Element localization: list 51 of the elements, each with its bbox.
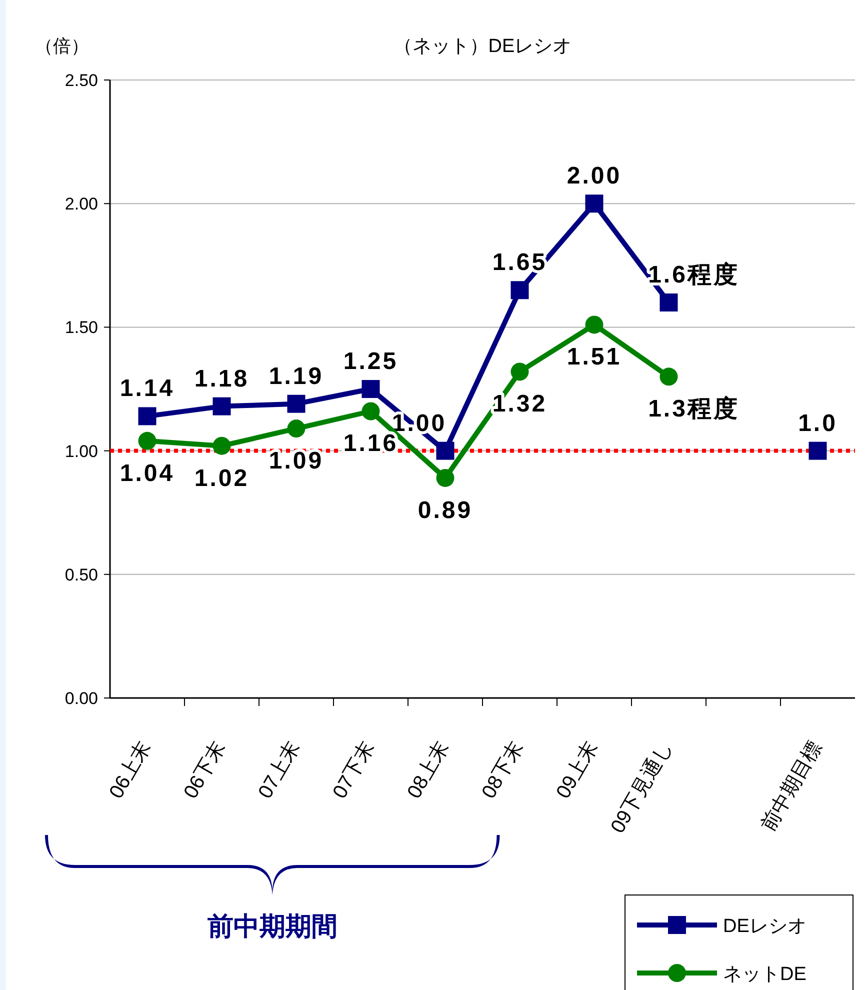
data-label: 1.18 <box>194 365 250 392</box>
x-tick-label: 09上末 <box>552 738 603 802</box>
point <box>436 468 454 487</box>
data-label: 1.3程度 <box>648 396 740 423</box>
x-tick-label: 06下末 <box>180 738 230 802</box>
x-tick-label: 08上末 <box>403 738 454 802</box>
legend-label: ネットDE <box>723 964 806 985</box>
data-label: 1.14 <box>120 375 175 402</box>
chart-title: （ネット）DEレシオ <box>393 36 572 57</box>
data-label: 1.19 <box>268 362 324 390</box>
y-tick-label: 1.50 <box>64 318 98 338</box>
x-tick-label: 07上末 <box>254 738 305 802</box>
data-label: 1.02 <box>194 464 250 492</box>
point <box>660 293 678 312</box>
data-label: 0.89 <box>418 496 473 524</box>
point <box>510 281 529 300</box>
data-label: 1.0 <box>798 410 838 437</box>
text: 前中期期間 <box>206 911 338 941</box>
y-axis-title: （倍） <box>35 36 89 56</box>
data-label: 1.09 <box>268 448 324 475</box>
point <box>138 407 156 426</box>
x-tick-label: 07下末 <box>328 738 380 802</box>
y-tick-label: 1.00 <box>64 442 98 461</box>
x-tick-label: 09下見通し <box>606 738 678 838</box>
legend-label: DEレシオ <box>723 916 806 937</box>
data-label: 1.6程度 <box>648 261 740 288</box>
point <box>138 432 156 450</box>
data-label: 1.04 <box>120 460 175 487</box>
data-label: 1.51 <box>566 344 622 371</box>
point <box>585 194 604 213</box>
point <box>660 368 678 386</box>
point <box>510 362 529 381</box>
point <box>212 436 231 455</box>
point <box>362 402 380 420</box>
y-tick-label: 2.00 <box>64 194 98 214</box>
point <box>362 380 380 398</box>
y-tick-label: 0.00 <box>64 689 98 708</box>
point <box>436 442 454 460</box>
data-label: 1.16 <box>343 430 398 458</box>
point <box>212 397 231 416</box>
data-label: 1.25 <box>343 348 398 375</box>
point <box>287 394 306 413</box>
x-tick-label: 08下末 <box>478 738 528 802</box>
y-tick-label: 2.50 <box>64 71 98 90</box>
point <box>585 316 604 334</box>
x-tick-label: 06上末 <box>105 738 156 802</box>
x-tick-label: 前中期目標 <box>757 738 826 836</box>
y-tick-label: 0.50 <box>64 565 98 584</box>
point <box>808 442 827 460</box>
data-label: 2.00 <box>566 162 622 190</box>
point <box>287 420 306 438</box>
